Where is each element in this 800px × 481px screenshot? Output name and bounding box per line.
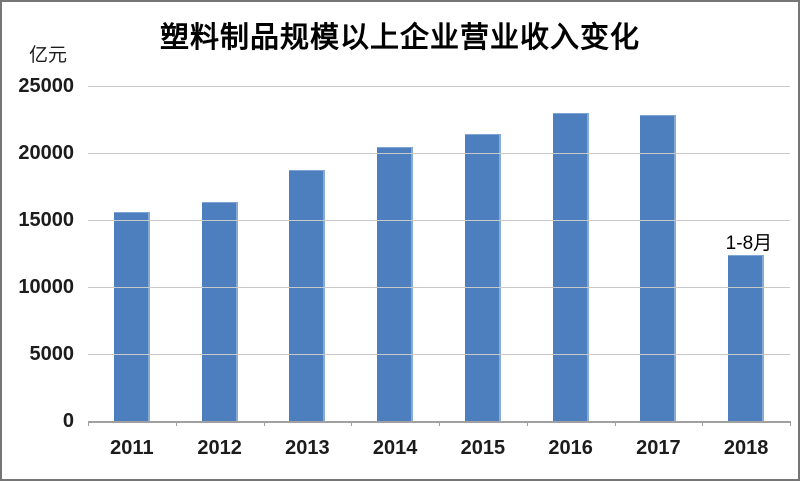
x-tick-label-2012: 2012	[197, 437, 242, 459]
x-axis-tick	[702, 421, 704, 426]
bar-2013	[289, 170, 326, 421]
bar-cell-2018: 1-8月	[702, 86, 790, 421]
bar-2012	[201, 201, 238, 421]
x-axis-tick	[439, 421, 440, 426]
x-axis-tick	[790, 421, 791, 426]
gridline	[88, 86, 790, 87]
bar-cell-2014	[351, 86, 439, 421]
gridline	[88, 354, 790, 355]
bar-annotation: 1-8月	[725, 232, 773, 254]
y-axis-unit-label: 亿元	[29, 45, 68, 66]
y-tick-label: 10000	[18, 276, 74, 298]
chart-title: 塑料制品规模以上企业营业收入变化	[159, 22, 640, 54]
plot-area: 1-8月	[88, 86, 791, 426]
bar-cell-2012	[176, 86, 264, 421]
y-tick-label: 20000	[18, 142, 74, 164]
x-tick-label-2014: 2014	[372, 437, 418, 459]
y-axis-labels: 0 5000 10000 15000 20000 25000	[2, 76, 75, 431]
bar-2015	[464, 133, 501, 421]
bar-cell-2016	[527, 86, 615, 421]
x-axis-tick	[175, 421, 177, 426]
gridline	[88, 153, 790, 154]
x-tick-label-2018: 2018	[723, 437, 769, 459]
bar-cell-2015	[439, 86, 527, 421]
bar-2018	[728, 254, 765, 421]
x-axis-labels: 2011 2012 2013 2014 2015 2016 2017 2018	[88, 438, 790, 458]
gridline	[88, 287, 790, 288]
x-tick-label-2017: 2017	[636, 437, 681, 459]
x-tick-label-2011: 2011	[110, 437, 154, 459]
x-axis-tick	[526, 421, 528, 426]
y-tick-label: 0	[62, 410, 74, 432]
bar-2016	[552, 113, 589, 421]
x-axis-tick	[88, 421, 89, 426]
x-tick-label-2013: 2013	[285, 437, 330, 459]
y-tick-label: 15000	[18, 209, 74, 231]
bar-2011	[113, 211, 150, 421]
x-axis-tick	[614, 421, 616, 426]
gridline	[88, 220, 790, 221]
x-tick-label-2015: 2015	[460, 437, 506, 459]
bars-container: 1-8月	[88, 86, 790, 421]
bar-2017	[640, 115, 677, 421]
y-tick-label: 5000	[29, 343, 75, 365]
x-axis-tick	[351, 421, 353, 426]
bar-2014	[377, 146, 414, 421]
bar-cell-2011	[88, 86, 176, 421]
bar-cell-2013	[264, 86, 352, 421]
bar-cell-2017	[615, 86, 703, 421]
x-tick-label-2016: 2016	[548, 437, 593, 459]
x-axis-tick	[263, 421, 265, 426]
y-tick-label: 25000	[18, 75, 74, 97]
